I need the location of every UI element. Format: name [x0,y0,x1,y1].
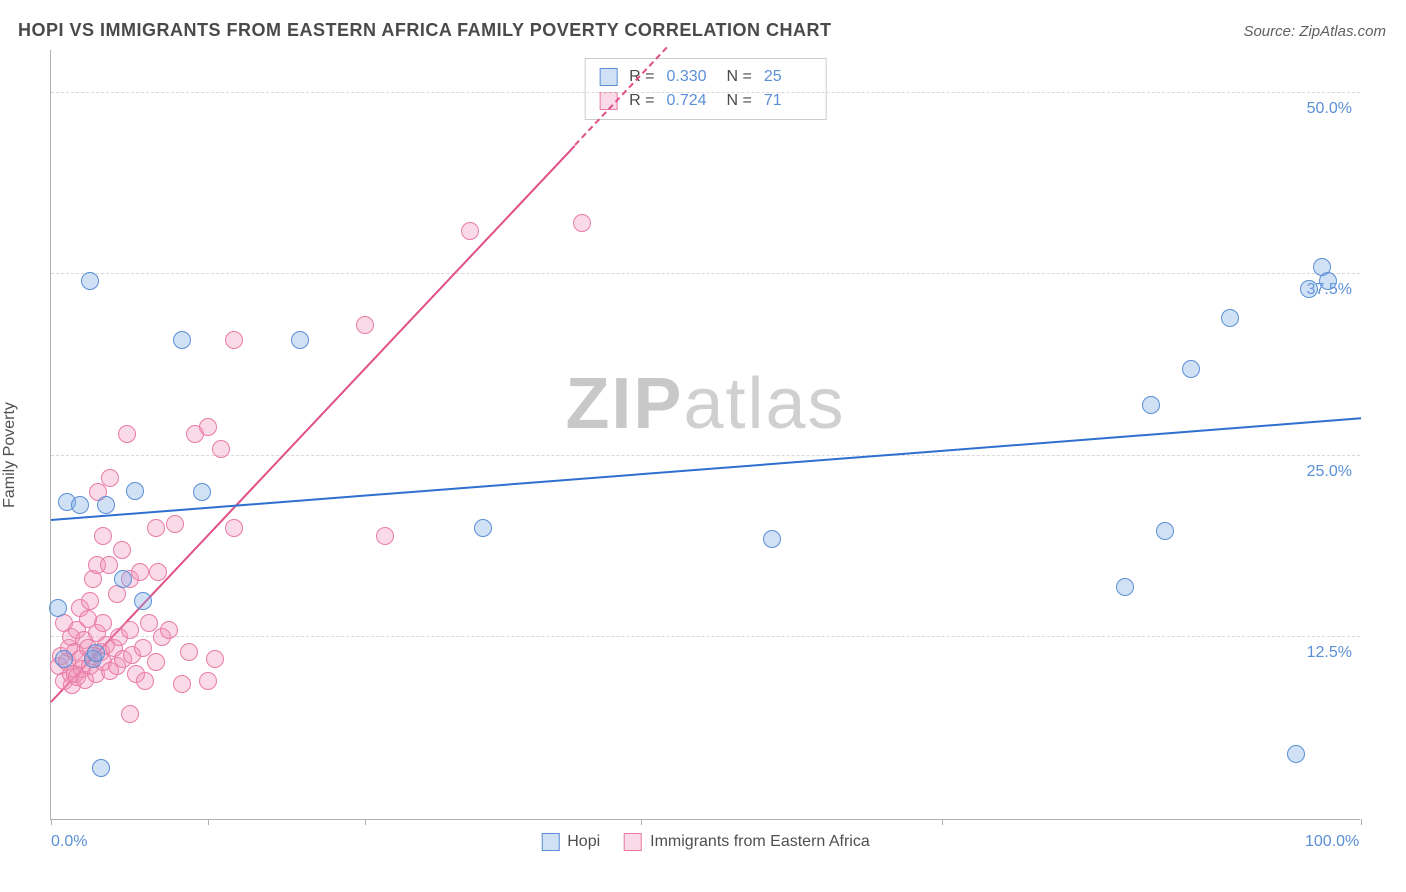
eaf-point [131,563,149,581]
n-value-hopi: 25 [764,65,812,89]
eaf-point [461,222,479,240]
gridline [51,273,1360,274]
chart-title: HOPI VS IMMIGRANTS FROM EASTERN AFRICA F… [18,20,832,41]
r-value-eaf: 0.724 [667,89,715,113]
eaf-point [356,316,374,334]
legend: Hopi Immigrants from Eastern Africa [541,833,870,851]
source-attribution: Source: ZipAtlas.com [1243,23,1386,40]
y-axis-label: Family Poverty [1,402,19,508]
gridline [51,92,1360,93]
eaf-point [180,643,198,661]
eaf-point [573,214,591,232]
eaf-point [376,527,394,545]
stat-label: R = [629,89,654,113]
legend-label: Immigrants from Eastern Africa [650,833,870,851]
eaf-point [100,556,118,574]
hopi-point [1300,280,1318,298]
eaf-point [166,515,184,533]
x-tick [365,819,366,825]
eaf-point [140,614,158,632]
eaf-point [212,440,230,458]
x-tick-label: 0.0% [51,833,87,851]
trend-line [51,417,1361,521]
eaf-point [113,541,131,559]
stat-label: N = [727,65,752,89]
stat-label: N = [727,89,752,113]
eaf-point [149,563,167,581]
hopi-point [49,599,67,617]
legend-label: Hopi [567,833,600,851]
eaf-point [147,653,165,671]
hopi-point [1156,522,1174,540]
hopi-point [173,331,191,349]
hopi-point [474,519,492,537]
r-value-hopi: 0.330 [667,65,715,89]
eaf-point [81,592,99,610]
eaf-point [206,650,224,668]
watermark: ZIPatlas [565,363,845,445]
x-tick-label: 100.0% [1305,833,1359,851]
hopi-swatch [599,68,617,86]
hopi-point [763,530,781,548]
eaf-point [160,621,178,639]
hopi-point [87,644,105,662]
gridline [51,455,1360,456]
hopi-point [291,331,309,349]
hopi-point [55,650,73,668]
hopi-point [126,482,144,500]
eaf-point [147,519,165,537]
eaf-point [225,519,243,537]
scatter-plot-area: ZIPatlas R = 0.330 N = 25 R = 0.724 N = … [50,50,1360,820]
hopi-point [134,592,152,610]
x-tick [641,819,642,825]
hopi-swatch [541,833,559,851]
hopi-point [92,759,110,777]
stats-row-eaf: R = 0.724 N = 71 [599,89,812,113]
eaf-point [225,331,243,349]
legend-item-eaf: Immigrants from Eastern Africa [624,833,870,851]
n-value-eaf: 71 [764,89,812,113]
eaf-point [101,469,119,487]
eaf-point [94,614,112,632]
eaf-point [94,527,112,545]
hopi-point [97,496,115,514]
eaf-point [121,705,139,723]
y-tick-label: 12.5% [1307,644,1352,662]
y-tick-label: 25.0% [1307,463,1352,481]
eaf-point [199,418,217,436]
correlation-stats-box: R = 0.330 N = 25 R = 0.724 N = 71 [584,58,827,120]
eaf-point [134,639,152,657]
hopi-point [1182,360,1200,378]
gridline [51,636,1360,637]
x-tick [942,819,943,825]
y-tick-label: 50.0% [1307,100,1352,118]
hopi-point [1221,309,1239,327]
hopi-point [81,272,99,290]
hopi-point [114,570,132,588]
stat-label: R = [629,65,654,89]
trend-line [50,145,575,703]
eaf-point [199,672,217,690]
x-tick [208,819,209,825]
eaf-swatch [624,833,642,851]
eaf-point [118,425,136,443]
eaf-point [173,675,191,693]
x-tick [1361,819,1362,825]
hopi-point [1142,396,1160,414]
hopi-point [71,496,89,514]
legend-item-hopi: Hopi [541,833,600,851]
eaf-point [136,672,154,690]
hopi-point [1287,745,1305,763]
hopi-point [1116,578,1134,596]
hopi-point [193,483,211,501]
hopi-point [1319,272,1337,290]
eaf-point [121,621,139,639]
x-tick [51,819,52,825]
